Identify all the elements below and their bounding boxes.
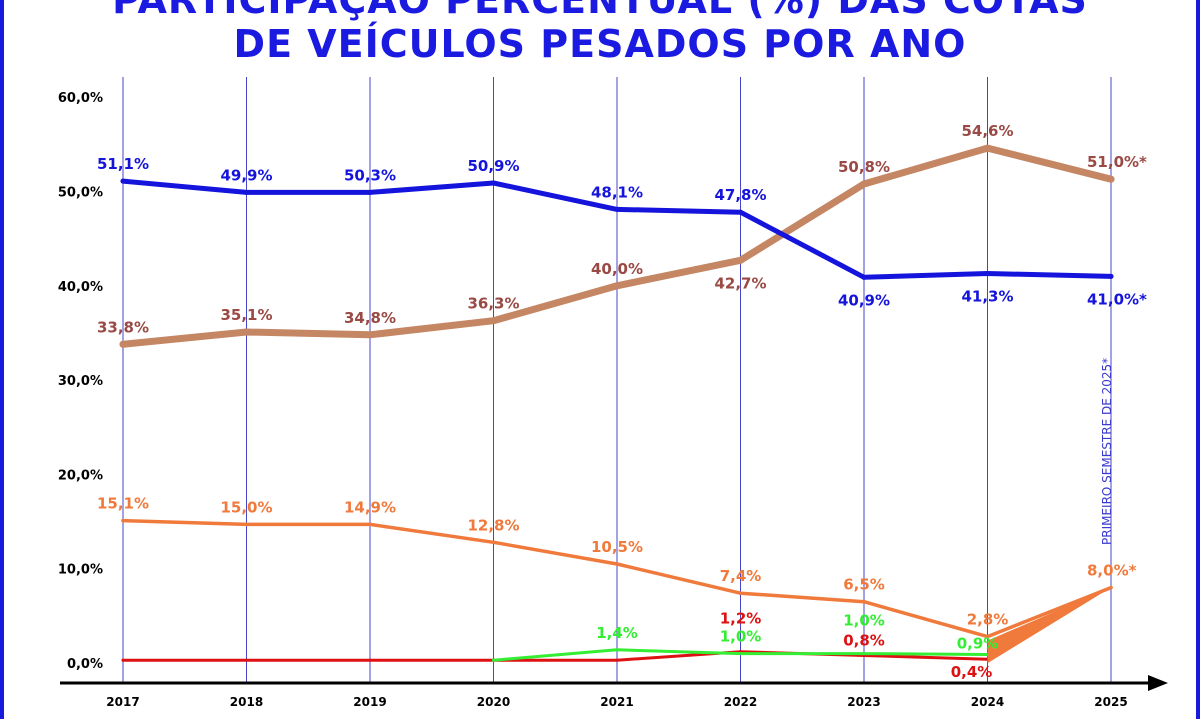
y-tick-label: 0,0% (67, 657, 103, 672)
y-tick-label: 20,0% (58, 468, 103, 483)
data-labels: 51,1% 49,9% 50,3% 50,9% 48,1% 47,8% 40,9% 41,3%… (97, 122, 1147, 681)
data-point-orange (985, 634, 990, 639)
data-label-brown: 42,7% (714, 274, 766, 292)
data-point-red (615, 658, 619, 662)
data-label-orange: 12,8% (467, 516, 519, 534)
data-label-green: 1,0% (843, 612, 885, 630)
data-point-red (368, 658, 372, 662)
data-label-brown: 33,8% (97, 318, 149, 336)
data-label-brown: 34,8% (344, 309, 396, 327)
data-label-brown: 35,1% (220, 306, 272, 324)
y-tick-label: 40,0% (58, 280, 103, 295)
data-label-green: 1,0% (720, 628, 762, 646)
x-tick-label-2018: 2018 (230, 695, 263, 709)
data-label-brown: 40,0% (591, 260, 643, 278)
data-label-blue: 48,1% (591, 183, 643, 201)
data-point-blue (985, 271, 990, 277)
data-point-blue (491, 180, 496, 186)
data-point-blue (861, 274, 867, 280)
x-tick-label-2019: 2019 (353, 695, 386, 709)
data-label-blue: 47,8% (714, 186, 766, 204)
data-label-orange: 8,0%* (1087, 562, 1137, 580)
data-point-orange (244, 522, 249, 527)
x-tick-label-2021: 2021 (600, 695, 633, 709)
x-tick-label-2020: 2020 (477, 695, 510, 709)
x-tick-label-2023: 2023 (847, 695, 880, 709)
data-label-blue: 41,0%* (1087, 290, 1147, 308)
data-label-orange: 7,4% (720, 567, 762, 585)
data-label-red: 0,4% (951, 663, 993, 681)
x-axis-arrowhead (1148, 675, 1168, 691)
axes: 2017 2018 2019 2020 2021 2022 2023 2024 2025 0,0%… (58, 91, 1168, 709)
data-label-blue: 41,3% (961, 288, 1013, 306)
x-tick-label-2017: 2017 (106, 695, 139, 709)
x-tick-label-2025: 2025 (1094, 695, 1127, 709)
data-point-orange (862, 599, 866, 604)
data-point-brown (1107, 175, 1115, 183)
data-label-orange: 10,5% (591, 538, 643, 556)
chart-title-line-2: DE VEÍCULOS PESADOS POR ANO (233, 22, 967, 66)
data-label-blue: 49,9% (220, 166, 272, 184)
y-tick-label: 60,0% (58, 91, 103, 106)
data-point-blue (367, 189, 373, 195)
data-label-red: 1,2% (720, 610, 762, 628)
data-point-brown (860, 180, 868, 188)
data-point-brown (737, 256, 744, 264)
data-point-green (492, 658, 495, 662)
data-point-orange (368, 522, 372, 527)
data-label-blue: 50,9% (467, 157, 519, 175)
data-point-brown (984, 144, 991, 152)
data-label-orange: 15,0% (220, 498, 272, 516)
series-lines (119, 144, 1115, 664)
data-label-orange: 2,8% (967, 611, 1009, 629)
data-point-brown (613, 282, 621, 290)
x-tick-label-2024: 2024 (971, 695, 1004, 709)
data-point-red (121, 658, 125, 662)
data-point-orange (121, 518, 125, 523)
y-tick-label: 30,0% (58, 374, 103, 389)
data-point-red (245, 658, 248, 662)
data-point-orange (738, 591, 743, 595)
y-tick-label: 50,0% (58, 186, 103, 201)
data-label-red: 0,8% (843, 631, 885, 649)
data-point-brown (490, 317, 497, 325)
data-label-orange: 6,5% (843, 576, 885, 594)
data-point-blue (120, 178, 126, 184)
data-point-brown (366, 331, 374, 339)
data-label-brown: 36,3% (467, 295, 519, 313)
data-point-green (862, 652, 866, 656)
series-wedge-orange (987, 587, 1111, 664)
data-point-blue (614, 206, 620, 212)
data-point-brown (119, 340, 127, 348)
data-point-green (615, 648, 619, 652)
x-tick-label-2022: 2022 (724, 695, 757, 709)
data-label-brown: 51,0%* (1087, 153, 1147, 171)
data-label-blue: 40,9% (838, 291, 890, 309)
data-point-orange (491, 540, 496, 545)
data-label-green: 1,4% (596, 624, 638, 642)
data-label-blue: 51,1% (97, 155, 149, 173)
y-tick-label: 10,0% (58, 563, 103, 578)
semester-note: PRIMEIRO SEMESTRE DE 2025* (1100, 358, 1114, 545)
data-label-brown: 54,6% (961, 122, 1013, 140)
data-point-orange (615, 562, 619, 566)
data-label-blue: 50,3% (344, 166, 396, 184)
data-label-orange: 14,9% (344, 498, 396, 516)
data-label-brown: 50,8% (838, 158, 890, 176)
data-point-green (739, 652, 742, 656)
data-point-blue (738, 209, 743, 215)
data-point-blue (1108, 273, 1114, 279)
data-point-brown (243, 328, 250, 336)
data-label-orange: 15,1% (97, 495, 149, 513)
data-label-green: 0,9% (957, 635, 999, 653)
chart-title-line-1: PARTICIPAÇÃO PERCENTUAL (%) DAS COTAS (112, 0, 1088, 22)
data-point-blue (244, 189, 249, 195)
